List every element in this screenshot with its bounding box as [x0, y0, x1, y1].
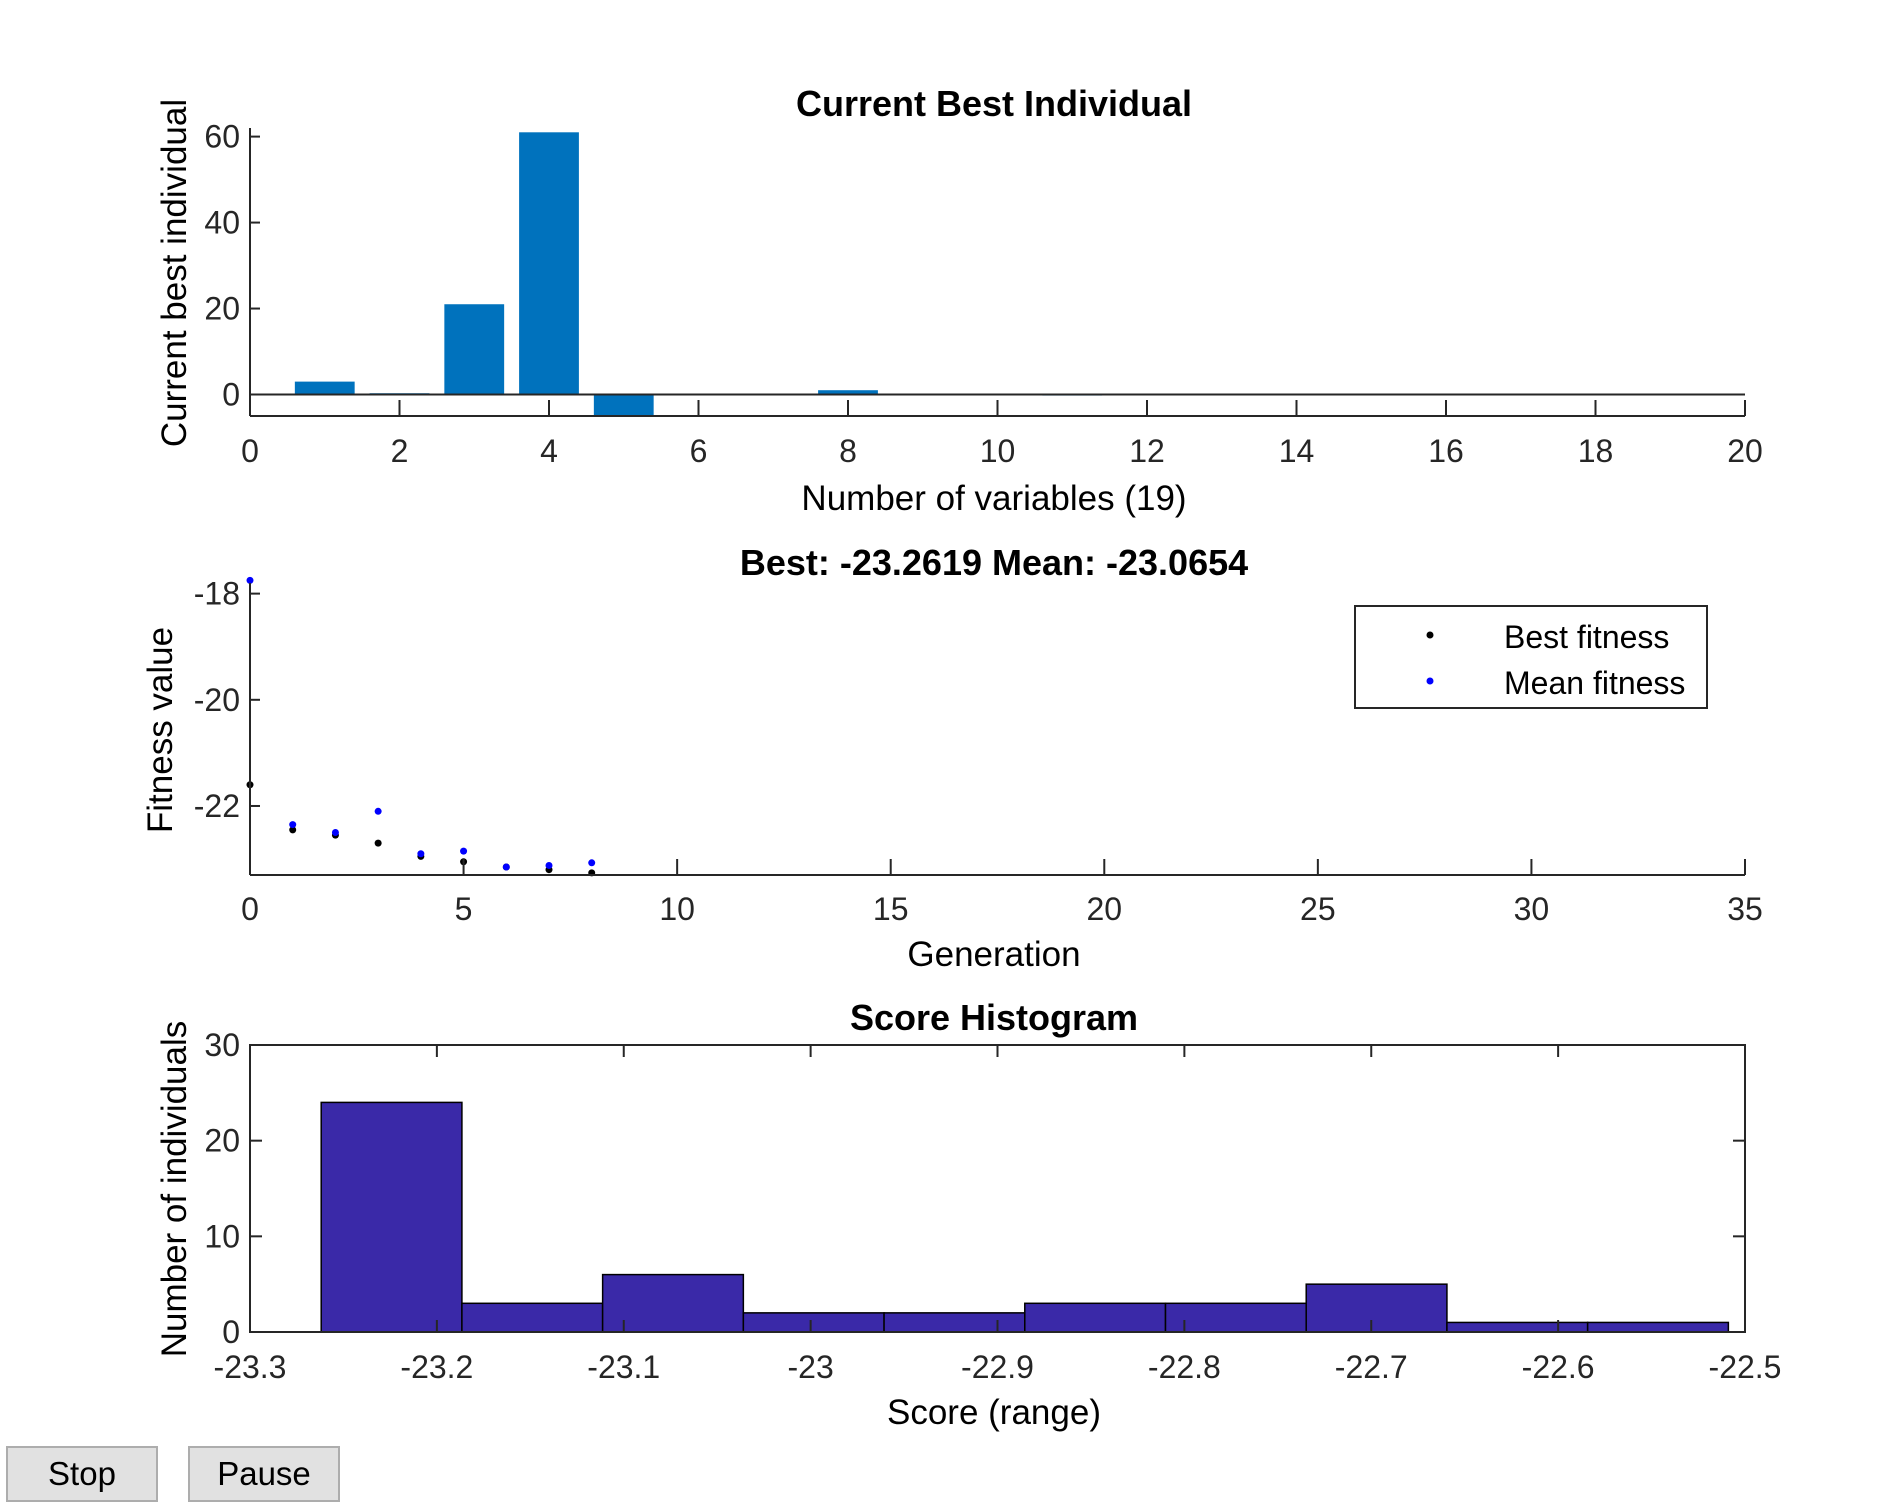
legend-marker-mean — [1426, 677, 1434, 685]
histogram-bar — [1586, 1321, 1730, 1333]
x-tick-label: 15 — [873, 891, 909, 927]
y-axis-label: Current best individual — [155, 99, 194, 447]
mean-fitness-point — [460, 847, 468, 855]
legend-label-mean: Mean fitness — [1504, 665, 1685, 701]
y-tick-label: -22 — [194, 788, 240, 824]
y-tick-label: 20 — [204, 1123, 240, 1159]
histogram-bar — [1024, 1302, 1167, 1333]
x-tick-label: 18 — [1578, 433, 1614, 469]
legend-marker-best — [1426, 631, 1434, 639]
plot-frame — [249, 1044, 1746, 1333]
histogram-bar — [320, 1101, 463, 1333]
x-tick-label: -23 — [788, 1349, 834, 1385]
histogram-bar — [742, 1312, 885, 1333]
histogram-bars — [320, 1101, 1730, 1333]
x-tick-label: 20 — [1086, 891, 1122, 927]
histogram-bar — [601, 1273, 745, 1333]
mean-fitness-point — [588, 859, 596, 867]
x-tick-label: 14 — [1279, 433, 1315, 469]
x-tick-label: 12 — [1129, 433, 1165, 469]
y-axis-label: Number of individuals — [155, 1021, 194, 1358]
legend: Best fitness Mean fitness — [1354, 605, 1708, 709]
x-ticks: 0 2 4 6 8 10 12 14 16 18 20 — [241, 400, 1763, 469]
best-individual-bars — [294, 132, 1103, 416]
x-tick-label: 35 — [1727, 891, 1763, 927]
x-tick-label: -23.1 — [587, 1349, 660, 1385]
bar — [593, 394, 654, 416]
mean-fitness-point — [331, 829, 339, 837]
x-tick-label: 5 — [455, 891, 473, 927]
x-tick-label: 30 — [1514, 891, 1550, 927]
x-tick-label: 4 — [540, 433, 558, 469]
bar — [294, 381, 355, 395]
x-tick-label: 10 — [659, 891, 695, 927]
mean-fitness-point — [502, 863, 510, 871]
x-ticks: -23.3 -23.2 -23.1 -23 -22.9 -22.8 -22.7 -22.6 -2… — [214, 1045, 1782, 1385]
x-tick-label: -23.3 — [214, 1349, 287, 1385]
y-tick-label: -18 — [194, 576, 240, 612]
y-tick-label: 0 — [222, 1314, 240, 1350]
mean-fitness-point — [417, 850, 425, 858]
stop-button[interactable]: Stop — [6, 1446, 158, 1502]
x-tick-label: -22.6 — [1522, 1349, 1595, 1385]
x-axis-label: Number of variables (19) — [801, 479, 1186, 518]
y-tick-label: -20 — [194, 682, 240, 718]
x-tick-label: 20 — [1727, 433, 1763, 469]
bar — [818, 390, 878, 395]
current-best-individual-plot: 0 2 4 6 8 10 12 14 16 18 20 0 20 40 60 Current Best I… — [155, 83, 1763, 518]
x-axis-label: Score (range) — [887, 1393, 1101, 1432]
y-tick-label: 60 — [204, 119, 240, 155]
mean-fitness-point — [545, 861, 553, 869]
y-tick-label: 0 — [222, 377, 240, 413]
histogram-bar — [461, 1302, 604, 1333]
y-ticks: 0 20 40 60 — [204, 119, 260, 413]
chart-title: Score Histogram — [850, 997, 1138, 1038]
x-tick-label: 25 — [1300, 891, 1336, 927]
best-fitness-point — [289, 826, 297, 834]
histogram-bar — [1164, 1302, 1307, 1333]
fitness-plot: 0 5 10 15 20 25 30 35 -18 -20 -22 Best: -23.2619 … — [141, 542, 1763, 974]
chart-title: Best: -23.2619 Mean: -23.0654 — [740, 542, 1248, 583]
bar — [444, 304, 505, 395]
fitness-points — [246, 576, 596, 877]
y-tick-label: 20 — [204, 291, 240, 327]
mean-fitness-point — [289, 821, 297, 829]
bar — [519, 132, 579, 395]
y-tick-label: 40 — [204, 205, 240, 241]
x-tick-label: 0 — [241, 433, 259, 469]
y-ticks: -18 -20 -22 — [194, 576, 260, 824]
x-tick-label: 6 — [690, 433, 708, 469]
legend-label-best: Best fitness — [1504, 619, 1669, 655]
chart-title: Current Best Individual — [796, 83, 1192, 124]
x-tick-label: 8 — [839, 433, 857, 469]
x-tick-label: -23.2 — [400, 1349, 473, 1385]
histogram-bar — [883, 1312, 1026, 1333]
x-tick-label: 10 — [980, 433, 1016, 469]
x-ticks: 0 5 10 15 20 25 30 35 — [241, 859, 1763, 927]
x-tick-label: -22.9 — [961, 1349, 1034, 1385]
x-tick-label: -22.5 — [1709, 1349, 1782, 1385]
x-tick-label: 16 — [1428, 433, 1464, 469]
x-axis-label: Generation — [907, 935, 1080, 974]
pause-button[interactable]: Pause — [188, 1446, 340, 1502]
mean-fitness-point — [374, 807, 382, 815]
x-tick-label: -22.7 — [1335, 1349, 1408, 1385]
y-axis-label: Fitness value — [141, 627, 180, 833]
y-tick-label: 30 — [204, 1027, 240, 1063]
score-histogram-plot: -23.3 -23.2 -23.1 -23 -22.9 -22.8 -22.7 -22.6 -2… — [155, 997, 1781, 1432]
histogram-bar — [1305, 1283, 1448, 1333]
mean-fitness-point — [246, 576, 254, 584]
x-tick-label: 2 — [391, 433, 409, 469]
x-tick-label: -22.8 — [1148, 1349, 1221, 1385]
histogram-bar — [1446, 1321, 1589, 1333]
best-fitness-point — [374, 839, 382, 847]
y-tick-label: 10 — [204, 1218, 240, 1254]
x-tick-label: 0 — [241, 891, 259, 927]
